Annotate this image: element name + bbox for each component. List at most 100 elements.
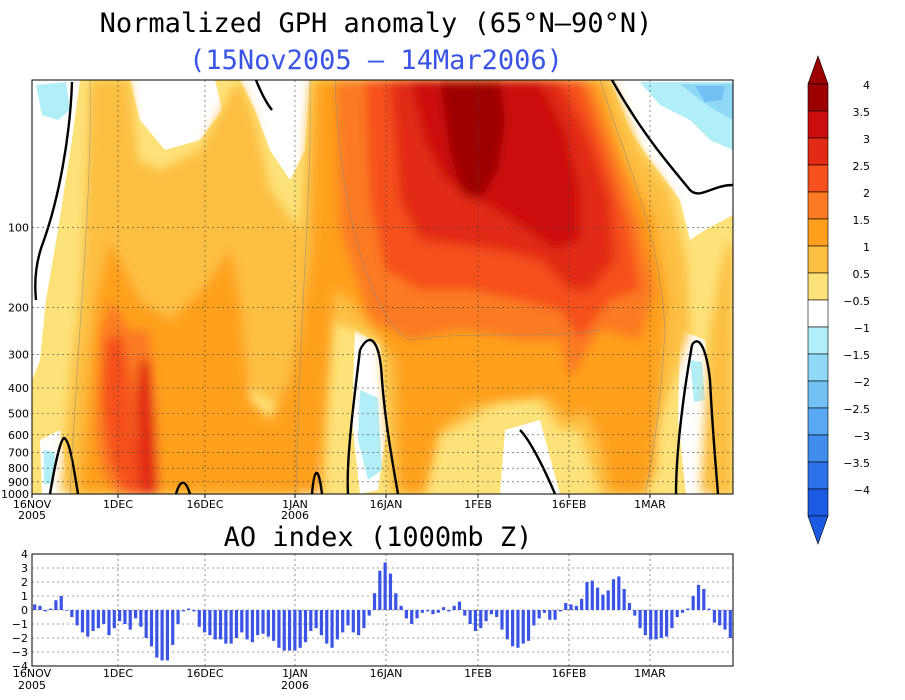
- ao-date-tick-label: 1JAN: [282, 667, 308, 680]
- ao-bar: [367, 610, 371, 616]
- colorbar-swatch: [807, 461, 829, 490]
- ao-bar: [203, 610, 207, 633]
- colorbar-swatch: [807, 272, 829, 301]
- ao-bar: [702, 589, 706, 610]
- colorbar-label: −4: [854, 484, 870, 497]
- ao-bar: [234, 610, 239, 638]
- ao-bar: [564, 603, 568, 610]
- ao-date-tick-label: 16FEB: [552, 667, 587, 680]
- date-tick-label: 1DEC: [103, 498, 133, 511]
- ao-bar: [569, 604, 573, 610]
- colorbar-label: 3: [863, 133, 870, 146]
- ao-bar: [728, 610, 732, 638]
- ao-bar: [441, 607, 446, 610]
- colorbar-swatch: [807, 218, 829, 247]
- date-tick-label: 16NOV: [13, 498, 52, 511]
- ao-bar: [277, 610, 281, 648]
- pressure-tick-label: 500: [8, 408, 29, 421]
- ao-bar: [617, 576, 621, 610]
- ao-bar: [218, 610, 223, 640]
- colorbar-swatch: [807, 488, 829, 517]
- ao-tick-label: 0: [21, 604, 28, 617]
- ao-bar: [133, 610, 138, 619]
- ao-bar: [86, 610, 90, 637]
- pressure-tick-label: 200: [8, 302, 29, 315]
- ao-date-tick-label: 1FEB: [464, 667, 492, 680]
- ao-bars: [33, 562, 732, 661]
- ao-bar: [638, 610, 642, 629]
- ao-bar: [118, 610, 122, 622]
- colorbar-swatch: [807, 434, 829, 463]
- ao-bar: [165, 610, 170, 661]
- colorbar-swatch: [807, 164, 829, 193]
- ao-tick-label: 1: [21, 590, 28, 603]
- ao-bar: [718, 610, 722, 626]
- ao-bar: [287, 610, 292, 651]
- pressure-tick-label: 700: [8, 447, 29, 460]
- ao-bar: [91, 610, 95, 631]
- ao-bar: [139, 610, 143, 627]
- ao-bar: [585, 582, 589, 610]
- colorbar-label: −2.5: [843, 403, 870, 416]
- ao-bar: [266, 610, 270, 637]
- ao-bar: [505, 610, 509, 640]
- ao-tick-label: 3: [21, 562, 28, 575]
- ao-bar: [537, 610, 541, 619]
- ao-bar: [670, 610, 674, 629]
- year-tick-label: 2005: [18, 509, 46, 522]
- ao-bar: [282, 610, 286, 651]
- main-subtitle: (15Nov2005 – 14Mar2006): [189, 45, 563, 76]
- ao-date-tick-label: 1DEC: [103, 667, 133, 680]
- colorbar-label: 4: [863, 79, 870, 92]
- ao-year-tick-label: 2006: [281, 679, 309, 692]
- ao-bar: [542, 610, 547, 613]
- ao-bar: [431, 610, 435, 615]
- ao-bar: [473, 610, 478, 631]
- ao-bar: [394, 593, 398, 610]
- ao-bar: [707, 608, 711, 610]
- colorbar-swatch: [807, 380, 829, 409]
- ao-bar: [511, 610, 515, 647]
- colorbar-label: −1: [854, 322, 870, 335]
- ao-date-tick-label: 16DEC: [186, 667, 223, 680]
- ao-bar: [298, 610, 302, 648]
- ao-bar: [38, 605, 42, 610]
- ao-bar: [590, 580, 594, 610]
- colorbar-swatch: [807, 137, 829, 166]
- zero-contours: [34, 80, 733, 494]
- pressure-tick-label: 800: [8, 462, 29, 475]
- ao-bar: [426, 610, 430, 612]
- ao-bar: [314, 610, 318, 629]
- ao-bar: [383, 562, 387, 610]
- ao-bar: [250, 610, 254, 643]
- ao-tick-label: −2: [12, 632, 28, 645]
- ao-bar: [351, 610, 355, 633]
- date-tick-label: 1MAR: [634, 498, 666, 511]
- colorbar-label: −3.5: [843, 457, 870, 470]
- ao-bar: [558, 610, 562, 612]
- ao-bar: [80, 610, 85, 633]
- ao-tick-label: 2: [21, 576, 28, 589]
- ao-bar: [54, 600, 58, 610]
- ao-bar: [176, 610, 180, 624]
- colorbar-swatch: [807, 299, 829, 328]
- pressure-tick-label: 100: [8, 221, 29, 234]
- ao-bar: [70, 610, 74, 617]
- ao-bar: [213, 610, 217, 640]
- ao-bar: [309, 610, 313, 631]
- ao-bar: [691, 596, 695, 610]
- ao-bar: [330, 610, 334, 648]
- ao-bar: [341, 610, 345, 633]
- ao-bar: [654, 610, 658, 640]
- ao-bar: [128, 610, 132, 630]
- colorbar-label: −0.5: [843, 295, 870, 308]
- colorbar-label: −1.5: [843, 349, 870, 362]
- ao-bar: [362, 610, 366, 629]
- ao-bar: [532, 610, 536, 626]
- ao-bar: [75, 610, 79, 626]
- ao-bar: [303, 610, 308, 643]
- ao-bar: [479, 610, 483, 629]
